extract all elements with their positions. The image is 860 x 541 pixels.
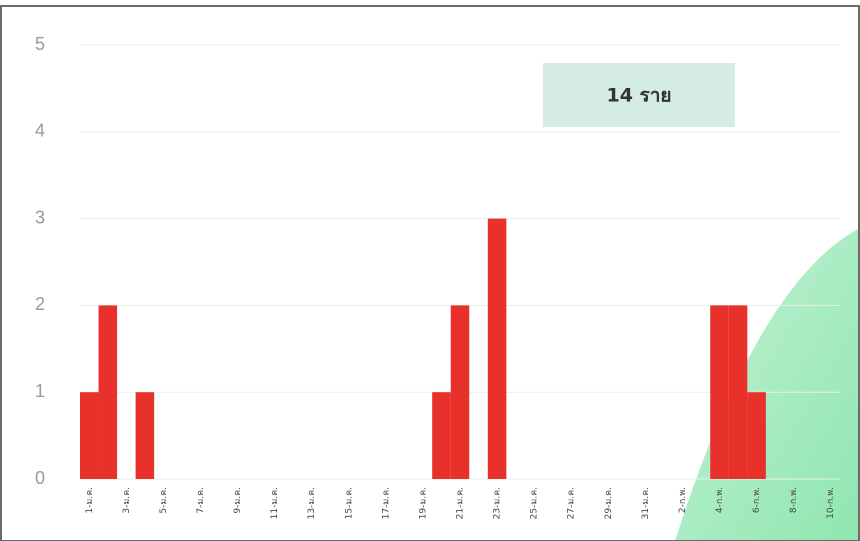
x-tick-label: 31-ม.ค. [641,487,651,519]
bar [710,305,729,479]
x-tick-label: 15-ม.ค. [344,487,354,519]
bar [488,219,507,479]
y-tick-label: 5 [35,34,45,54]
x-tick-label: 23-ม.ค. [493,487,503,519]
annotation: 14 ราย [606,85,671,107]
bar [99,305,118,479]
x-tick-label: 7-ม.ค. [196,487,206,514]
y-tick-label: 0 [35,468,45,488]
y-tick-label: 1 [35,381,45,401]
x-tick-label: 17-ม.ค. [381,487,391,519]
x-tick-label: 19-ม.ค. [418,487,428,519]
x-tick-label: 3-ม.ค. [122,487,132,514]
bar [432,392,451,479]
x-tick-label: 21-ม.ค. [456,487,466,519]
x-tick-label: 2-ก.พ. [678,487,688,513]
bar [451,305,470,479]
x-tick-label: 25-ม.ค. [530,487,540,519]
bar [80,392,99,479]
y-tick-label: 2 [35,294,45,314]
x-tick-label: 1-ม.ค. [85,487,95,514]
bar [747,392,766,479]
y-tick-label: 3 [35,207,45,227]
x-tick-label: 9-ม.ค. [233,487,243,514]
x-tick-label: 11-ม.ค. [270,487,280,519]
x-tick-label: 13-ม.ค. [307,487,317,519]
bar [136,392,155,479]
x-tick-label: 5-ม.ค. [159,487,169,514]
bar [729,305,748,479]
x-tick-label: 27-ม.ค. [567,487,577,519]
x-tick-label: 4-ก.พ. [715,487,725,513]
x-tick-label: 6-ก.พ. [752,487,762,513]
x-tick-label: 10-ก.พ. [826,487,836,519]
y-tick-label: 4 [35,121,45,141]
chart: 0 1 2 3 4 5 1-ม.ค. 3-ม.ค. 5-ม.ค. 7-ม.ค. 9-ม.ค. 11-ม… [0,0,860,541]
x-tick-label: 29-ม.ค. [604,487,614,519]
x-tick-label: 8-ก.พ. [789,487,799,513]
